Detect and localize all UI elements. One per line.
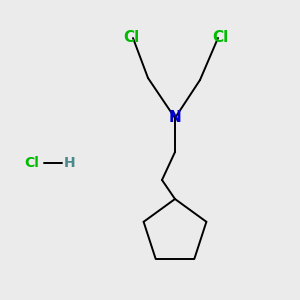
Text: Cl: Cl <box>25 156 39 170</box>
Text: Cl: Cl <box>212 31 228 46</box>
Text: Cl: Cl <box>123 31 139 46</box>
Text: N: N <box>169 110 182 125</box>
Text: H: H <box>64 156 76 170</box>
